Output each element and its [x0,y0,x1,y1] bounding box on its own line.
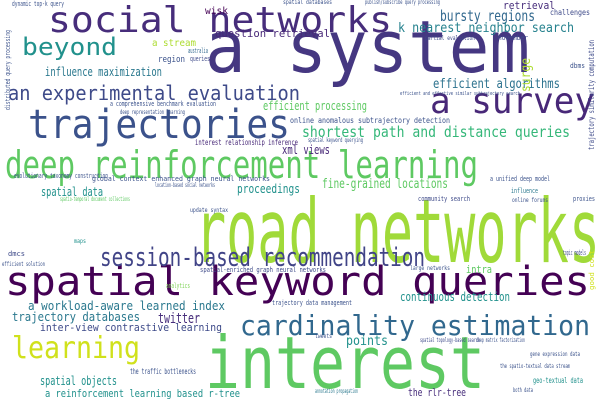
word: k nearest neighbor search [398,21,574,36]
word: cardinality estimation [240,309,590,342]
word: gene expression data [530,351,580,358]
word: beyond [22,33,117,61]
word: distributed query processing [4,30,12,110]
word: the traffic bottlenecks [130,367,196,376]
word: trajectory databases [12,310,140,324]
word: continuous detection [400,290,510,304]
word: learning [12,331,140,366]
word: dmcs [8,250,25,258]
word: a system [205,5,530,89]
word: inter-view contrastive learning [40,321,222,334]
word: trajectories [28,102,290,148]
word: efficient solution [2,261,45,268]
word: maps [74,238,86,245]
word: annotation propagation [315,388,358,395]
word: online forums [512,197,548,204]
word: an experimental evaluation [8,81,300,105]
word: influence maximization [45,65,162,79]
word: good cost [588,250,596,290]
word: xml views [282,143,330,157]
word: region [158,55,185,65]
word: both data [513,387,533,394]
word: partial evaluation [425,35,475,42]
word: analytics [166,282,190,290]
word: evolutionary taxonomy construction [14,172,108,180]
word: retrieval [503,0,555,12]
word: queries [190,55,210,63]
word: proxies [573,195,595,203]
word: australia [188,47,208,55]
word: november [498,34,528,42]
word: the spatio-textual data stream [500,363,570,370]
word: spatial data [41,185,103,199]
word: spatio-temporal document collections [60,196,130,203]
word: spatial databases [283,0,332,6]
word: twitter [158,311,200,327]
word: a stream [152,38,196,49]
word: question retrieval [215,27,330,40]
word: efficient and effective similar subtraje… [400,91,520,97]
word: a reinforcement learning based r-tree [45,387,240,400]
word: a unified deep model [490,175,550,183]
word: trajectory similarity computation [587,40,596,150]
word: publish/subscribe query processing [365,0,440,6]
word: road networks [195,180,600,283]
word: spatial keyword queries [5,259,590,305]
word: social networks [48,0,392,41]
word: dynamic top-k query [12,0,64,8]
word: interest [205,321,485,400]
word: the rlr-tree [408,386,466,399]
word: challenges [550,8,590,17]
word: a survey [430,81,595,122]
word: shortest path and distance queries [302,123,570,141]
word: geo-textual data [533,376,583,385]
word: intra [466,263,492,276]
word: spatial topology-based search [420,337,480,344]
word: fine-grained locations [322,177,448,192]
word: large networks [410,265,450,272]
word: a comprehensive benchmark evaluation [110,100,216,108]
word: community search [418,195,470,203]
word: update syntax [190,207,228,214]
word: wisk [205,6,228,17]
word: proceedings [237,182,300,196]
word: global context enhanced graph neural net… [92,175,270,183]
word: trajectory data management [272,299,352,307]
word: efficient algorithms [433,77,560,92]
word: session-based recommendation [100,243,425,273]
word: dbms [570,62,585,70]
word: points [346,334,388,349]
word: surge [519,58,534,92]
word: online anomalous subtrajectory detection [290,116,450,125]
word: deep representation learning [120,109,185,116]
word: location-based social networks [155,182,215,189]
word: a workload-aware learned index [28,299,225,313]
word: topic models [563,249,586,257]
word: deep matrix factorization [476,337,525,344]
word: interest relationship inference [195,138,298,147]
word: spatial keyword querying [308,137,363,144]
word: deep reinforcement learning [5,143,478,187]
word: bursty regions [440,7,535,25]
word: spatial-enriched graph neural networks [200,266,326,274]
word: influence [511,187,538,195]
word: spatial objects [40,374,117,388]
word: efficient processing [263,99,367,113]
word: tweets [315,333,332,340]
